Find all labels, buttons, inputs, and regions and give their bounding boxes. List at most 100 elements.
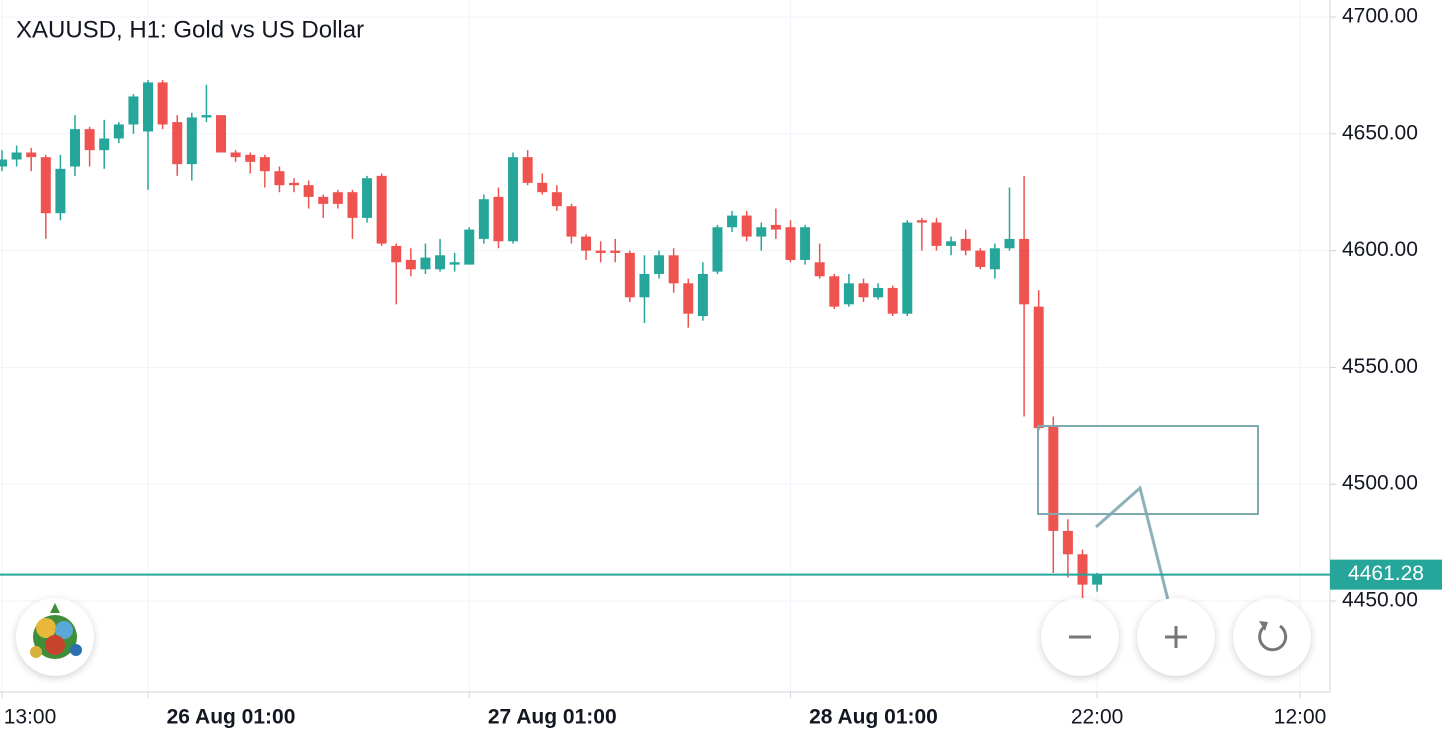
candle-body xyxy=(420,257,431,270)
candle-body xyxy=(858,283,869,298)
candle-body xyxy=(902,222,913,314)
candle-body xyxy=(1077,554,1088,585)
candle-body xyxy=(157,82,168,125)
candle-body xyxy=(800,227,811,260)
candle-body xyxy=(508,157,519,242)
candle-body xyxy=(566,206,577,237)
candle-body xyxy=(756,227,767,237)
candle-body xyxy=(186,117,197,165)
candle-body xyxy=(610,250,621,253)
candle-body xyxy=(55,168,66,214)
zoom-out-button[interactable] xyxy=(1041,598,1119,676)
candle-body xyxy=(493,196,504,242)
candle-body xyxy=(946,241,957,246)
y-tick-label: 4700.00 xyxy=(1342,5,1418,28)
candle-body xyxy=(741,215,752,237)
y-tick-label: 4450.00 xyxy=(1342,589,1418,612)
candle-body xyxy=(537,182,548,193)
x-tick-label: 22:00 xyxy=(1071,706,1124,729)
candle-body xyxy=(960,238,971,251)
candle-body xyxy=(522,157,533,183)
candle-body xyxy=(245,154,256,162)
candle-body xyxy=(916,220,927,223)
candle-body xyxy=(843,283,854,305)
candle-body xyxy=(624,252,635,298)
candle-body xyxy=(259,157,270,172)
candle-body xyxy=(829,276,840,307)
candles xyxy=(0,80,1103,611)
candle-body xyxy=(668,255,679,284)
candle-body xyxy=(1048,425,1059,531)
candle-body xyxy=(989,248,1000,270)
candle-body xyxy=(873,287,884,298)
x-tick-label: 26 Aug 01:00 xyxy=(167,706,296,729)
candle-body xyxy=(362,178,373,218)
candle-body xyxy=(478,199,489,239)
candle-body xyxy=(143,82,154,132)
candle-body xyxy=(303,185,314,197)
candle-body xyxy=(26,152,37,158)
candle-body xyxy=(449,262,460,265)
candle-body xyxy=(1004,238,1015,249)
candle-body xyxy=(113,124,124,139)
y-tick-label: 4650.00 xyxy=(1342,121,1418,144)
candle-body xyxy=(332,192,343,204)
candle-body xyxy=(581,236,592,251)
candle-body xyxy=(727,215,738,228)
y-tick-label: 4600.00 xyxy=(1342,238,1418,261)
last-price-label: 4461.28 xyxy=(1348,562,1424,585)
candle-body xyxy=(84,129,95,151)
candle-body xyxy=(1092,574,1103,585)
candle-body xyxy=(230,152,241,158)
candle-body xyxy=(347,192,358,218)
candle-body xyxy=(40,157,51,214)
candle-body xyxy=(712,227,723,272)
candle-body xyxy=(1033,306,1044,429)
candle-body xyxy=(376,175,387,244)
y-tick-label: 4550.00 xyxy=(1342,355,1418,378)
zoom-in-button[interactable] xyxy=(1137,598,1215,676)
x-tick-label: 27 Aug 01:00 xyxy=(488,706,617,729)
candle-body xyxy=(683,283,694,314)
candle-body xyxy=(639,273,650,298)
last-price-box xyxy=(1330,559,1442,590)
x-tick-label: 13:00 xyxy=(4,706,57,729)
candle-body xyxy=(551,192,562,207)
candle-body xyxy=(405,259,416,270)
candle-body xyxy=(697,273,708,317)
y-tick-label: 4500.00 xyxy=(1342,472,1418,495)
drawn-rectangle xyxy=(1037,425,1259,515)
axes: 4450.00 4500.00 4550.00 4600.00 4650.00 4700.… xyxy=(0,5,1442,729)
candle-body xyxy=(464,229,475,265)
candle-body xyxy=(595,250,606,253)
candle-body xyxy=(99,138,110,151)
x-tick-label: 12:00 xyxy=(1274,706,1327,729)
candle-body xyxy=(654,255,665,274)
candle-body xyxy=(318,196,329,204)
chart-title: XAUUSD, H1: Gold vs US Dollar xyxy=(16,16,364,43)
candle-body xyxy=(1019,238,1030,305)
candle-body xyxy=(1062,530,1073,555)
candle-body xyxy=(70,129,81,167)
candle-body xyxy=(216,115,227,153)
reset-button[interactable] xyxy=(1233,598,1311,676)
candle-body xyxy=(770,224,781,230)
app-logo xyxy=(16,598,94,676)
candle-body xyxy=(0,159,8,167)
candle-body xyxy=(391,245,402,263)
candle-body xyxy=(172,122,183,165)
grid xyxy=(0,0,1330,692)
candle-body xyxy=(887,287,898,314)
candle-body xyxy=(201,115,212,118)
candle-body xyxy=(931,222,942,246)
x-tick-label: 28 Aug 01:00 xyxy=(809,706,938,729)
candle-body xyxy=(128,96,139,125)
candle-body xyxy=(11,152,22,160)
candle-body xyxy=(975,250,986,267)
candle-body xyxy=(785,227,796,260)
candle-body xyxy=(289,182,300,186)
candle-body xyxy=(435,255,446,270)
candle-body xyxy=(274,171,285,186)
